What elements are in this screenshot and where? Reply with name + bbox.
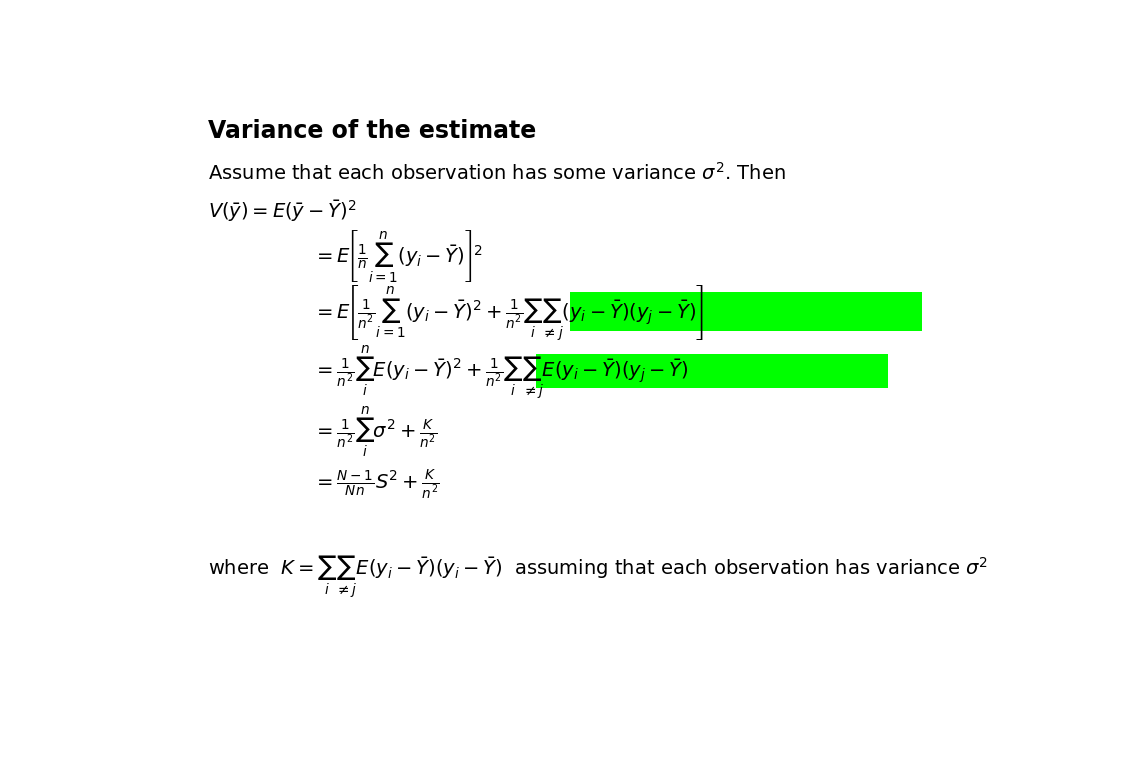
Text: $= \frac{N-1}{Nn}S^2 + \frac{K}{n^2}$: $= \frac{N-1}{Nn}S^2 + \frac{K}{n^2}$ <box>313 468 440 500</box>
Text: $V(\bar{y}) = E(\bar{y} - \bar{Y})^2$: $V(\bar{y}) = E(\bar{y} - \bar{Y})^2$ <box>208 198 356 224</box>
Text: Assume that each observation has some variance $\sigma^2$. Then: Assume that each observation has some va… <box>208 162 785 183</box>
Text: $= \frac{1}{n^2}\sum_{i}^{n}\sigma^2 + \frac{K}{n^2}$: $= \frac{1}{n^2}\sum_{i}^{n}\sigma^2 + \… <box>313 405 437 460</box>
Text: where  $K = \sum_{i}\sum_{\neq j} E(y_i - \bar{Y})(y_i - \bar{Y})$  assuming tha: where $K = \sum_{i}\sum_{\neq j} E(y_i -… <box>208 553 989 600</box>
Bar <box>536 354 888 388</box>
Bar <box>570 292 922 332</box>
Text: $= \frac{1}{n^2}\sum_{i}^{n} E(y_i - \bar{Y})^2 + \frac{1}{n^2}\sum_{i}\sum_{\ne: $= \frac{1}{n^2}\sum_{i}^{n} E(y_i - \ba… <box>313 344 689 402</box>
Text: $= E\!\left[\frac{1}{n}\sum_{i=1}^{n}(y_i - \bar{Y})\right]^{\!2}$: $= E\!\left[\frac{1}{n}\sum_{i=1}^{n}(y_… <box>313 229 484 285</box>
Text: $= E\!\left[\frac{1}{n^2}\sum_{i=1}^{n}(y_i - \bar{Y})^2 + \frac{1}{n^2}\sum_{i}: $= E\!\left[\frac{1}{n^2}\sum_{i=1}^{n}(… <box>313 284 705 343</box>
Text: Variance of the estimate: Variance of the estimate <box>208 119 536 143</box>
